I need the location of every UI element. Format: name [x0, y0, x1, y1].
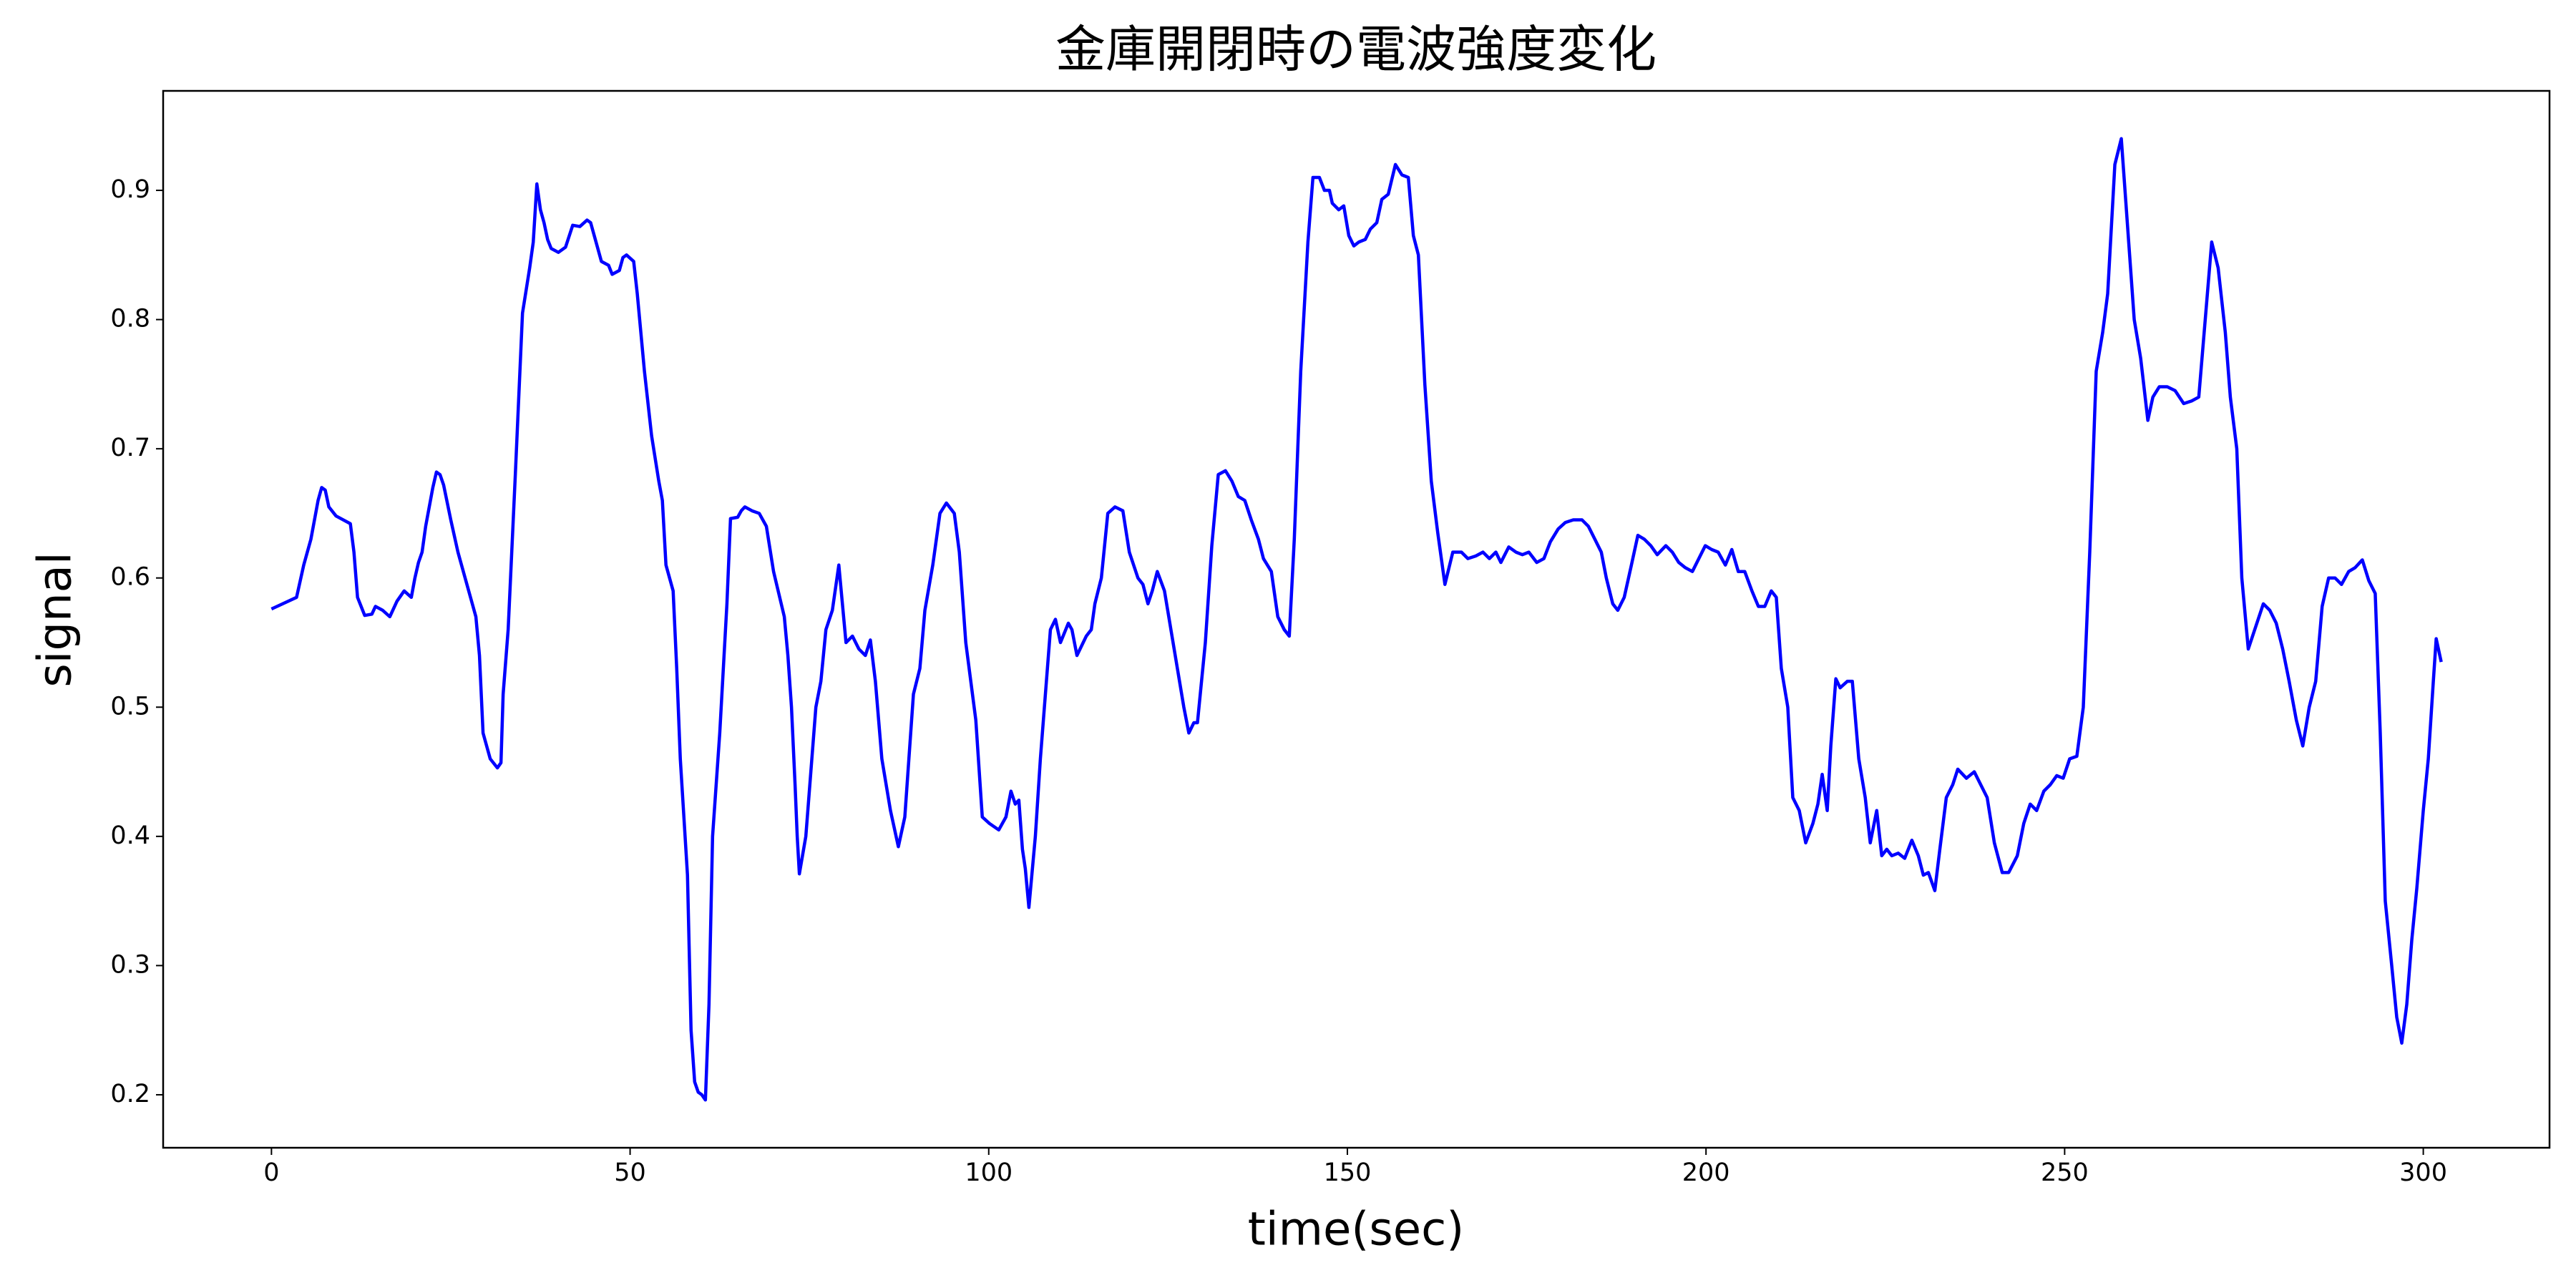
y-axis-label: signal [29, 552, 82, 687]
y-tick-label: 0.9 [110, 175, 150, 204]
y-tick-label: 0.3 [110, 950, 150, 979]
x-tick-label: 300 [2399, 1158, 2447, 1187]
y-tick-label: 0.6 [110, 563, 150, 592]
x-tick-label: 0 [263, 1158, 279, 1187]
y-tick-label: 0.4 [110, 821, 150, 850]
y-tick-label: 0.5 [110, 692, 150, 721]
line [270, 137, 2443, 1102]
axes-frame [162, 89, 2551, 1149]
chart-title: 金庫開閉時の電波強度変化 [1055, 20, 1657, 79]
x-tick-label: 250 [2041, 1158, 2089, 1187]
x-tick-label: 100 [965, 1158, 1013, 1187]
x-axis-label: time(sec) [1248, 1204, 1464, 1257]
y-tick-label: 0.8 [110, 305, 150, 333]
y-tick-label: 0.7 [110, 434, 150, 462]
x-tick-label: 50 [614, 1158, 646, 1187]
x-tick-label: 150 [1324, 1158, 1372, 1187]
y-tick-label: 0.2 [110, 1080, 150, 1108]
x-tick-label: 200 [1682, 1158, 1730, 1187]
